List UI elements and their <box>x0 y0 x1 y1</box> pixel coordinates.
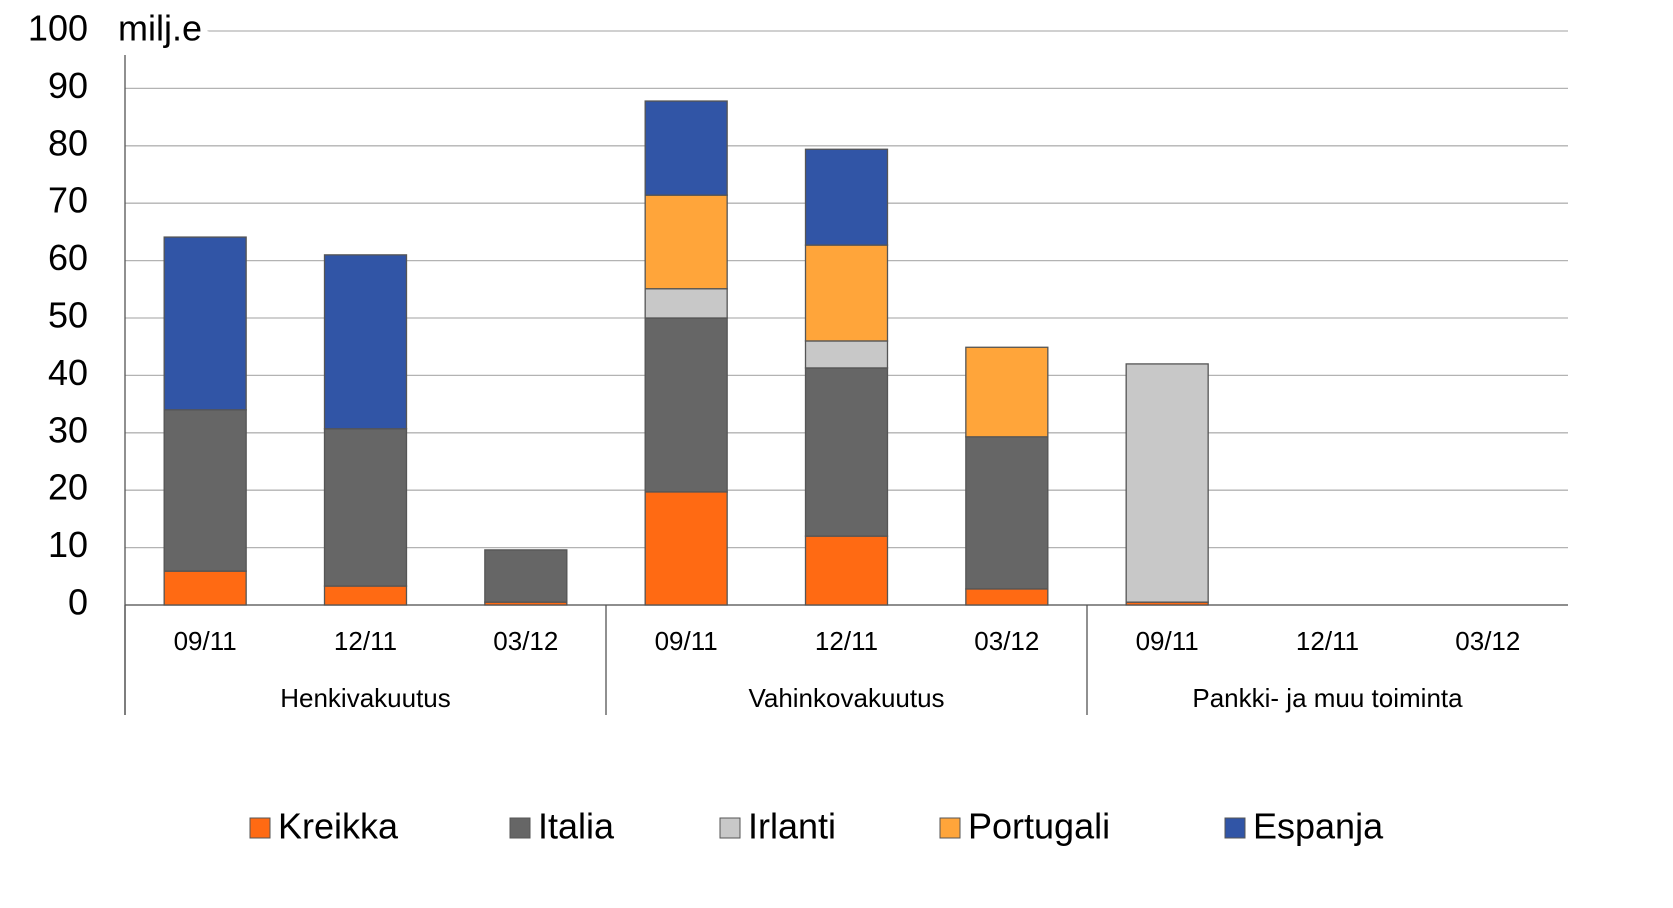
bar-segment <box>163 236 247 411</box>
y-tick-label: 70 <box>48 180 88 221</box>
bar-segment <box>804 148 889 246</box>
legend-swatch <box>719 817 741 839</box>
legend-label: Irlanti <box>748 806 836 847</box>
bar-segment <box>804 367 889 537</box>
legend-swatch <box>249 817 271 839</box>
bar-segment <box>965 436 1049 590</box>
bar-segment <box>644 288 728 319</box>
bar-segment <box>644 194 728 290</box>
y-tick-label: 50 <box>48 295 88 336</box>
legend-swatch <box>1224 817 1246 839</box>
bar-segment <box>163 409 247 572</box>
x-tick-label: 12/11 <box>334 626 397 656</box>
x-tick-label: 12/11 <box>815 626 878 656</box>
group-label: Henkivakuutus <box>280 683 451 713</box>
x-tick-label: 09/11 <box>174 626 237 656</box>
bar-segment <box>484 549 568 603</box>
y-axis-label: milj.e <box>118 8 202 49</box>
y-tick-label: 90 <box>48 65 88 106</box>
group-label: Pankki- ja muu toiminta <box>1192 683 1463 713</box>
bar-segment <box>965 346 1049 438</box>
y-tick-label: 40 <box>48 352 88 393</box>
group-label: Vahinkovakuutus <box>748 683 944 713</box>
bar-segment <box>323 254 408 430</box>
bar-segment <box>804 244 889 342</box>
bar-segment <box>804 535 889 606</box>
bar-segment <box>965 588 1049 606</box>
x-tick-label: 03/12 <box>1455 626 1520 656</box>
legend-swatch <box>939 817 961 839</box>
legend-label: Portugali <box>968 806 1110 847</box>
bar-segment <box>644 491 728 606</box>
bar-segment <box>644 317 728 493</box>
y-tick-label: 20 <box>48 467 88 508</box>
y-tick-label: 0 <box>68 582 88 623</box>
y-tick-label: 10 <box>48 524 88 565</box>
y-tick-label: 80 <box>48 122 88 163</box>
legend-label: Espanja <box>1253 806 1384 847</box>
x-tick-label: 03/12 <box>493 626 558 656</box>
x-tick-label: 09/11 <box>655 626 718 656</box>
x-tick-label: 03/12 <box>974 626 1039 656</box>
legend-label: Italia <box>538 806 615 847</box>
bar-segment <box>644 100 728 196</box>
legend-label: Kreikka <box>278 806 399 847</box>
bar-segment <box>163 570 247 606</box>
x-tick-label: 09/11 <box>1136 626 1199 656</box>
legend-swatch <box>509 817 531 839</box>
y-tick-label: 60 <box>48 237 88 278</box>
y-tick-label: 30 <box>48 409 88 450</box>
bar-segment <box>323 428 408 587</box>
x-tick-label: 12/11 <box>1296 626 1359 656</box>
bar-segment <box>323 585 408 606</box>
bar-segment <box>1125 363 1209 603</box>
y-tick-label: 100 <box>28 8 88 49</box>
bar-segment <box>804 340 889 369</box>
